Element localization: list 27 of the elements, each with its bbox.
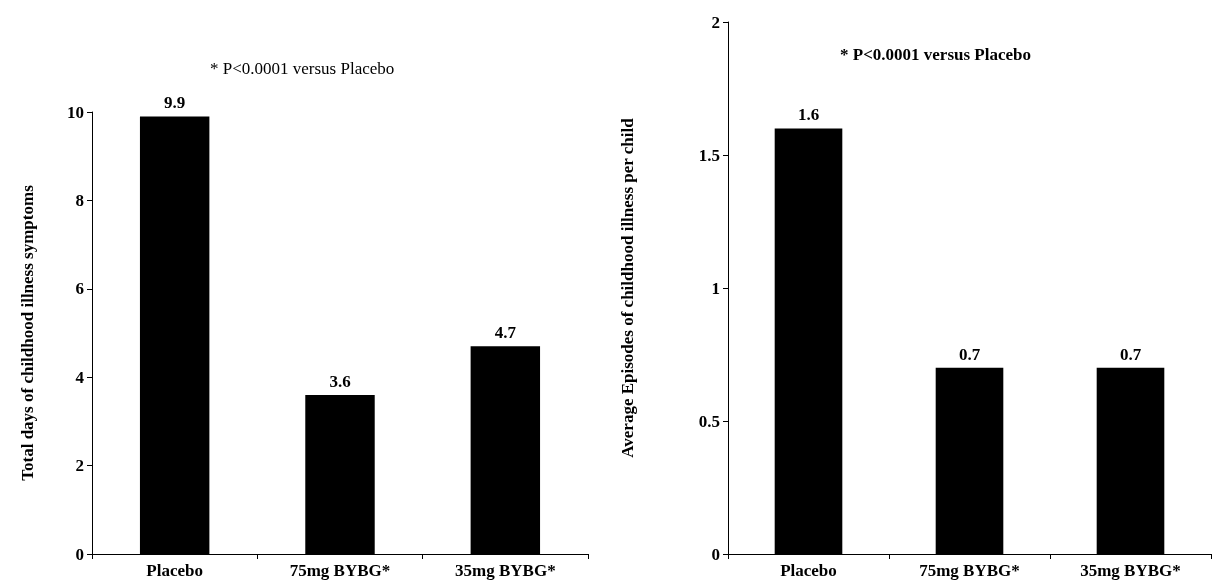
y-tick-label: 0 [711, 544, 720, 564]
y-tick-label: 0.5 [698, 411, 720, 431]
x-tick-label: Placebo [146, 561, 203, 580]
y-tick-label: 1 [711, 278, 720, 298]
y-tick-label: 0 [75, 544, 84, 564]
x-tick-label: 35mg BYBG* [455, 561, 556, 580]
data-label: 3.6 [329, 371, 351, 391]
x-tick-label: 75mg BYBG* [289, 561, 391, 580]
y-tick-label: 6 [75, 279, 84, 299]
y-tick-label: 4 [75, 367, 85, 387]
data-label: 0.7 [958, 344, 981, 364]
data-label: 9.9 [164, 93, 186, 113]
y-tick-label: 2 [75, 456, 84, 476]
y-axis-title: Average Episodes of childhood illness per child [618, 117, 637, 458]
text: * P<0.0001 versus Placebo [210, 59, 395, 78]
x-tick-label: 35mg BYBG* [1080, 561, 1181, 580]
data-label: 4.7 [494, 323, 517, 343]
y-tick-label: 10 [67, 102, 84, 122]
y-tick-label: 1.5 [698, 145, 720, 165]
y-axis-title: Total days of childhood illness symptoms [18, 184, 37, 481]
y-tick-label: 2 [711, 12, 720, 32]
data-label: 1.6 [797, 105, 820, 125]
data-label: 0.7 [1119, 344, 1142, 364]
x-tick-label: Placebo [780, 561, 837, 580]
x-tick-label: 75mg BYBG* [919, 561, 1020, 580]
y-tick-label: 8 [75, 190, 84, 210]
annotation: * P<0.0001 versus Placebo [840, 45, 1032, 64]
